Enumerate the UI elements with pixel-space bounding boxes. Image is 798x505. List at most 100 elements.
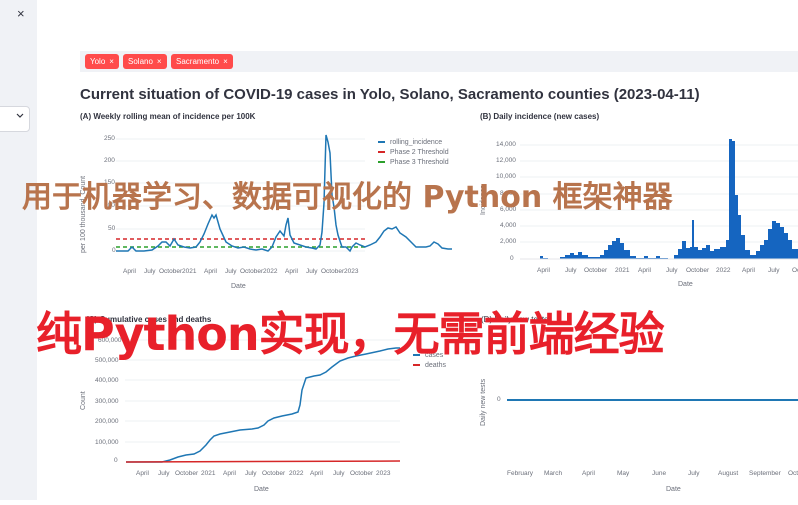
x-tick: October xyxy=(584,267,608,274)
y-tick: 600,000 xyxy=(98,337,122,344)
x-tick: Octo xyxy=(788,470,798,477)
remove-tag-icon[interactable]: × xyxy=(109,57,114,66)
x-tick: July xyxy=(306,268,318,275)
y-tick: 300,000 xyxy=(95,398,119,405)
sidebar: × xyxy=(0,0,37,500)
county-multiselect[interactable]: Yolo × Solano × Sacramento × xyxy=(80,51,798,72)
x-tick: April xyxy=(537,267,551,274)
x-tick: July xyxy=(225,268,237,275)
close-sidebar-icon[interactable]: × xyxy=(17,6,25,21)
x-tick: 2023 xyxy=(344,268,359,275)
x-tick: July xyxy=(245,470,257,477)
x-tick: August xyxy=(718,470,739,477)
y-tick: 150 xyxy=(104,179,115,186)
tag-yolo[interactable]: Yolo × xyxy=(85,54,119,69)
x-tick: July xyxy=(666,267,678,274)
y-tick: 4,000 xyxy=(500,222,517,229)
y-tick: 0 xyxy=(112,247,116,254)
x-tick: May xyxy=(617,470,630,477)
x-tick: April xyxy=(223,470,237,477)
chart-b[interactable]: 14,000 12,000 10,000 8,000 6,000 4,000 2… xyxy=(470,125,798,290)
x-tick: June xyxy=(652,470,667,477)
x-tick: July xyxy=(768,267,780,274)
x-axis-title: Date xyxy=(254,486,269,493)
y-tick: 14,000 xyxy=(496,141,516,148)
legend-item[interactable]: Phase 3 Threshold xyxy=(378,157,449,167)
y-axis-title: Count xyxy=(80,391,87,410)
x-tick: October xyxy=(792,267,798,274)
tag-label: Solano xyxy=(128,57,153,66)
chart-d[interactable]: 0 February March April May June July Aug… xyxy=(470,330,798,500)
x-axis-title: Date xyxy=(666,486,681,493)
x-tick: April xyxy=(582,470,596,477)
tag-sacramento[interactable]: Sacramento × xyxy=(171,54,233,69)
legend-item[interactable]: cases xyxy=(413,350,446,360)
legend-item[interactable]: Phase 2 Threshold xyxy=(378,147,449,157)
x-tick: April xyxy=(310,470,324,477)
tag-label: Sacramento xyxy=(176,57,220,66)
x-axis-title: Date xyxy=(231,283,246,290)
x-axis-title: Date xyxy=(678,281,693,288)
x-tick: October xyxy=(686,267,710,274)
x-tick: October xyxy=(350,470,374,477)
x-tick: April xyxy=(204,268,218,275)
chart-a[interactable]: 250 200 150 100 50 0 April July October … xyxy=(80,125,470,290)
x-tick: 2021 xyxy=(182,268,197,275)
y-tick: 2,000 xyxy=(500,238,517,245)
y-tick: 200,000 xyxy=(95,418,119,425)
x-tick: October xyxy=(159,268,183,275)
x-tick: April xyxy=(638,267,652,274)
y-tick: 0 xyxy=(510,255,514,262)
x-tick: 2021 xyxy=(615,267,630,274)
x-tick: 2023 xyxy=(376,470,391,477)
overlay-caption-2: 纯Python实现，无需前端经验 xyxy=(36,307,665,361)
y-tick: 100 xyxy=(104,202,115,209)
x-tick: October xyxy=(262,470,286,477)
x-tick: October xyxy=(240,268,264,275)
y-tick: 200 xyxy=(104,157,115,164)
x-tick: February xyxy=(507,470,534,477)
x-tick: July xyxy=(158,470,170,477)
legend-item[interactable]: rolling_incidence xyxy=(378,137,449,147)
chart-b-title: (B) Daily incidence (new cases) xyxy=(480,112,600,121)
chart-d-plot xyxy=(507,399,798,401)
chart-a-title: (A) Weekly rolling mean of incidence per… xyxy=(80,112,256,121)
tag-solano[interactable]: Solano × xyxy=(123,54,167,69)
page-title: Current situation of COVID-19 cases in Y… xyxy=(80,86,700,103)
overlay-caption-1: 用于机器学习、数据可视化的 Python 框架神器 xyxy=(22,180,673,215)
y-tick: 12,000 xyxy=(496,157,516,164)
x-tick: July xyxy=(144,268,156,275)
x-tick: September xyxy=(749,470,781,477)
y-tick: 0 xyxy=(114,457,118,464)
legend-item[interactable]: deaths xyxy=(413,360,446,370)
sidebar-select[interactable] xyxy=(0,106,30,132)
y-tick: 100,000 xyxy=(95,439,119,446)
chart-c[interactable]: 600,000 500,000 400,000 300,000 200,000 … xyxy=(70,330,470,500)
x-tick: October xyxy=(321,268,345,275)
remove-tag-icon[interactable]: × xyxy=(156,57,162,66)
y-tick: 6,000 xyxy=(500,206,517,213)
x-tick: 2022 xyxy=(289,470,304,477)
chart-b-plot xyxy=(520,139,798,260)
chart-c-legend: cases deaths xyxy=(413,350,446,370)
y-tick: 10,000 xyxy=(496,173,516,180)
tag-label: Yolo xyxy=(90,57,106,66)
x-tick: April xyxy=(285,268,299,275)
x-tick: July xyxy=(333,470,345,477)
x-tick: 2021 xyxy=(201,470,216,477)
x-tick: April xyxy=(742,267,756,274)
remove-tag-icon[interactable]: × xyxy=(223,57,228,66)
x-tick: April xyxy=(136,470,150,477)
x-tick: July xyxy=(565,267,577,274)
x-tick: October xyxy=(175,470,199,477)
y-tick: 500,000 xyxy=(95,357,119,364)
chart-a-legend: rolling_incidence Phase 2 Threshold Phas… xyxy=(378,137,449,167)
chart-c-title: (C) Cumulative cases and deaths xyxy=(86,315,212,324)
x-tick: March xyxy=(544,470,563,477)
x-tick: April xyxy=(123,268,137,275)
y-tick: 0 xyxy=(497,396,501,403)
y-tick: 400,000 xyxy=(95,377,119,384)
chart-a-plot xyxy=(116,134,452,253)
x-tick: 2022 xyxy=(263,268,278,275)
y-tick: 8,000 xyxy=(500,190,517,197)
